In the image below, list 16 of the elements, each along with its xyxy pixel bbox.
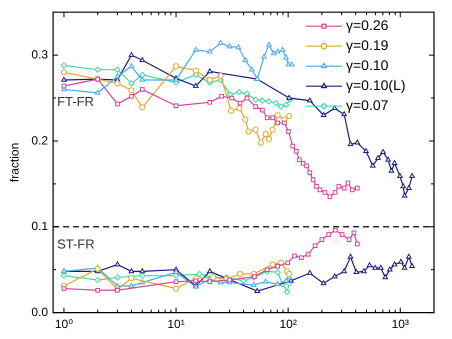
y-tick-label: 0.2 bbox=[31, 133, 48, 148]
legend-label: γ=0.26 bbox=[346, 17, 389, 34]
legend-label: γ=0.10(L) bbox=[346, 77, 406, 94]
legend-label: γ=0.10 bbox=[346, 57, 389, 74]
x-tick-label: 10² bbox=[279, 317, 297, 332]
legend-label: γ=0.19 bbox=[346, 37, 389, 54]
y-axis-title: fraction bbox=[8, 142, 22, 182]
x-tick-label: 10¹ bbox=[167, 317, 185, 332]
y-tick-label: 0.0 bbox=[31, 304, 48, 319]
x-tick-label: 10⁰ bbox=[54, 317, 74, 332]
x-tick-label: 10³ bbox=[392, 317, 409, 332]
y-tick-label: 0.3 bbox=[31, 47, 48, 62]
y-tick-label: 0.1 bbox=[31, 219, 48, 234]
legend-label: γ=0.07 bbox=[346, 97, 389, 114]
annotation: ST-FR bbox=[57, 236, 95, 252]
annotation: FT-FR bbox=[57, 94, 94, 109]
